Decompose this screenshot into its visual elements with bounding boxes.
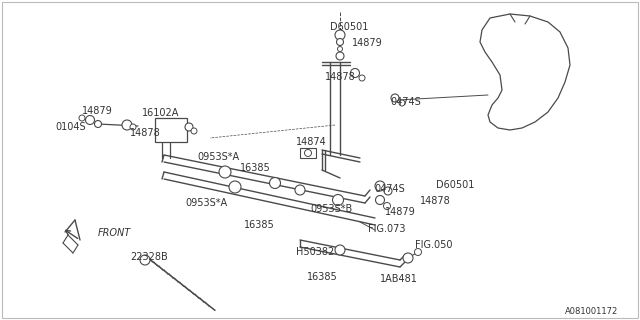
Circle shape (359, 75, 365, 81)
Text: 1AB481: 1AB481 (380, 274, 418, 284)
Text: 16385: 16385 (244, 220, 275, 230)
Circle shape (403, 253, 413, 263)
Bar (155, 118, 187, 142)
Text: 16385: 16385 (240, 163, 271, 173)
Ellipse shape (521, 68, 539, 82)
Text: A081001172: A081001172 (565, 307, 618, 316)
Circle shape (384, 187, 392, 195)
Text: 0474S: 0474S (390, 97, 420, 107)
Circle shape (383, 203, 390, 210)
Circle shape (219, 166, 231, 178)
Text: FIG.073: FIG.073 (368, 224, 406, 234)
Ellipse shape (513, 61, 547, 89)
Circle shape (185, 123, 193, 131)
Text: FIG.050: FIG.050 (415, 240, 452, 250)
Text: 0104S: 0104S (55, 122, 86, 132)
Polygon shape (480, 14, 570, 130)
Text: H50382: H50382 (296, 247, 334, 257)
Circle shape (130, 124, 136, 130)
Text: D60501: D60501 (330, 22, 369, 32)
Text: 14879: 14879 (352, 38, 383, 48)
Circle shape (335, 30, 345, 40)
Circle shape (376, 196, 385, 204)
Text: 0953S*B: 0953S*B (310, 204, 352, 214)
Text: 14878: 14878 (325, 72, 356, 82)
Text: 0474S: 0474S (374, 184, 404, 194)
Bar (300, 148, 316, 158)
Circle shape (305, 149, 312, 156)
Circle shape (86, 116, 95, 124)
Circle shape (337, 38, 344, 45)
Circle shape (375, 181, 385, 191)
Text: 14874: 14874 (296, 137, 327, 147)
Circle shape (79, 115, 85, 121)
Circle shape (269, 178, 280, 188)
Text: 0953S*A: 0953S*A (185, 198, 227, 208)
Circle shape (337, 46, 342, 52)
Circle shape (391, 94, 399, 102)
Circle shape (335, 245, 345, 255)
Text: D60501: D60501 (436, 180, 474, 190)
Circle shape (191, 128, 197, 134)
Circle shape (229, 181, 241, 193)
Text: 14879: 14879 (82, 106, 113, 116)
Circle shape (415, 249, 422, 255)
Circle shape (333, 195, 344, 205)
Text: FRONT: FRONT (98, 228, 131, 238)
Text: 14878: 14878 (420, 196, 451, 206)
Text: 14879: 14879 (385, 207, 416, 217)
Circle shape (140, 255, 150, 265)
Text: 16102A: 16102A (142, 108, 179, 118)
Circle shape (351, 68, 360, 77)
Circle shape (122, 120, 132, 130)
Circle shape (399, 100, 405, 106)
Circle shape (95, 121, 102, 127)
Text: 14878: 14878 (130, 128, 161, 138)
Circle shape (336, 52, 344, 60)
Text: 0953S*A: 0953S*A (197, 152, 239, 162)
Text: 16385: 16385 (307, 272, 338, 282)
Circle shape (295, 185, 305, 195)
Text: 22328B: 22328B (130, 252, 168, 262)
